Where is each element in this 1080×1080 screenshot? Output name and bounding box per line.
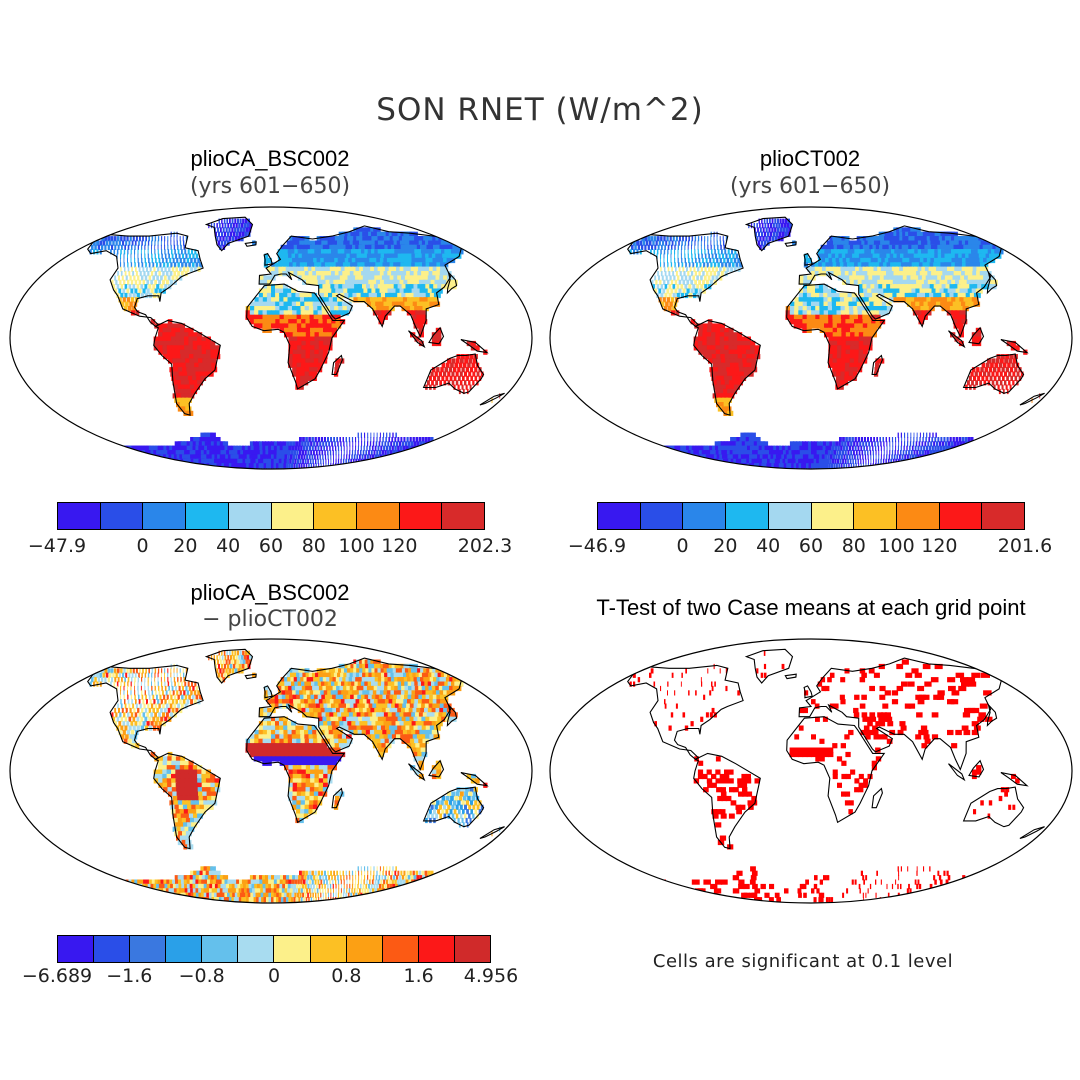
colorbar-tick-label: 201.6 bbox=[997, 535, 1053, 557]
panel1-colorbar bbox=[57, 502, 485, 530]
colorbar-tick-label: 1.6 bbox=[403, 965, 434, 987]
colorbar-swatch bbox=[442, 503, 485, 529]
colorbar-tick-label: −1.6 bbox=[106, 965, 153, 987]
coastlines bbox=[627, 648, 1045, 850]
colorbar-tick-label: 120 bbox=[381, 535, 418, 557]
panel4-map bbox=[549, 638, 1073, 904]
colorbar-tick-label: 20 bbox=[713, 535, 738, 557]
panel3-subtitle: − plioCT002 bbox=[202, 607, 338, 632]
colorbar-swatch bbox=[982, 503, 1025, 529]
map-field bbox=[629, 650, 1020, 903]
colorbar-swatch bbox=[186, 503, 229, 529]
colorbar-swatch bbox=[58, 936, 95, 962]
colorbar-tick-label: 60 bbox=[798, 535, 824, 557]
coastlines bbox=[87, 648, 505, 850]
colorbar-tick-label: 40 bbox=[216, 535, 241, 557]
panel3-map bbox=[9, 638, 533, 904]
coastlines bbox=[627, 216, 1045, 416]
colorbar-swatch bbox=[143, 503, 187, 529]
colorbar-tick-label: 40 bbox=[756, 535, 781, 557]
panel4-title: T-Test of two Case means at each grid po… bbox=[596, 595, 1026, 620]
colorbar-swatch bbox=[274, 936, 311, 962]
colorbar-tick-label: 0 bbox=[267, 965, 281, 987]
panel3-title: plioCA_BSC002 bbox=[190, 580, 350, 605]
panel1-subtitle: (yrs 601−650) bbox=[189, 174, 351, 199]
colorbar-swatch bbox=[356, 503, 400, 529]
panel2-map bbox=[549, 206, 1073, 470]
colorbar-tick-label: 0.8 bbox=[331, 965, 362, 987]
map-border bbox=[549, 206, 1073, 470]
figure-title: SON RNET (W/m^2) bbox=[376, 92, 704, 128]
colorbar-tick-label: 60 bbox=[258, 535, 284, 557]
colorbar-swatch bbox=[94, 936, 131, 962]
colorbar-swatch bbox=[238, 936, 275, 962]
map-field bbox=[629, 218, 1041, 469]
colorbar-swatch bbox=[228, 503, 272, 529]
panel3-colorbar bbox=[57, 935, 491, 963]
panel2-subtitle: (yrs 601−650) bbox=[729, 174, 891, 199]
colorbar-swatch bbox=[314, 503, 357, 529]
colorbar-swatch bbox=[768, 503, 812, 529]
colorbar-swatch bbox=[166, 936, 203, 962]
colorbar-tick-label: −47.9 bbox=[27, 535, 87, 557]
map-border bbox=[9, 638, 533, 904]
panel1-map bbox=[9, 206, 533, 470]
colorbar-swatch bbox=[130, 936, 167, 962]
colorbar-tick-label: 100 bbox=[878, 535, 915, 557]
panel2-title: plioCT002 bbox=[759, 146, 861, 171]
colorbar-tick-label: 80 bbox=[301, 535, 326, 557]
map-border bbox=[549, 638, 1073, 904]
colorbar-swatch bbox=[726, 503, 769, 529]
colorbar-swatch bbox=[382, 936, 419, 962]
colorbar-tick-label: −6.689 bbox=[21, 965, 93, 987]
significance-note: Cells are significant at 0.1 level bbox=[652, 951, 954, 972]
colorbar-tick-label: −46.9 bbox=[567, 535, 627, 557]
colorbar-tick-label: 202.3 bbox=[457, 535, 513, 557]
colorbar-swatch bbox=[418, 936, 455, 962]
colorbar-swatch bbox=[346, 936, 383, 962]
colorbar-swatch bbox=[683, 503, 727, 529]
map-border bbox=[9, 206, 533, 470]
colorbar-swatch bbox=[939, 503, 983, 529]
coastlines bbox=[87, 216, 505, 416]
colorbar-swatch bbox=[598, 503, 641, 529]
panel1-colorbar-ticks: −47.9 0 20 40 60 80 100 120 202.3 bbox=[28, 535, 512, 559]
colorbar-swatch bbox=[271, 503, 315, 529]
colorbar-swatch bbox=[310, 936, 347, 962]
colorbar-swatch bbox=[811, 503, 855, 529]
colorbar-swatch bbox=[854, 503, 897, 529]
colorbar-tick-label: 4.956 bbox=[463, 965, 519, 987]
colorbar-swatch bbox=[100, 503, 144, 529]
panel2-colorbar-ticks: −46.9 0 20 40 60 80 100 120 201.6 bbox=[568, 535, 1052, 559]
colorbar-swatch bbox=[399, 503, 443, 529]
panel3-colorbar-ticks: −6.689 −1.6 −0.8 0 0.8 1.6 4.956 bbox=[22, 965, 518, 989]
colorbar-swatch bbox=[202, 936, 239, 962]
colorbar-tick-label: 0 bbox=[136, 535, 149, 557]
colorbar-swatch bbox=[896, 503, 940, 529]
colorbar-tick-label: 100 bbox=[338, 535, 375, 557]
panel2-colorbar bbox=[597, 502, 1025, 530]
colorbar-tick-label: −0.8 bbox=[178, 965, 225, 987]
colorbar-swatch bbox=[58, 503, 101, 529]
colorbar-swatch bbox=[640, 503, 684, 529]
colorbar-tick-label: 0 bbox=[676, 535, 689, 557]
colorbar-swatch bbox=[454, 936, 490, 962]
panel1-title: plioCA_BSC002 bbox=[190, 146, 350, 171]
colorbar-tick-label: 120 bbox=[921, 535, 958, 557]
colorbar-tick-label: 20 bbox=[173, 535, 198, 557]
colorbar-tick-label: 80 bbox=[841, 535, 866, 557]
